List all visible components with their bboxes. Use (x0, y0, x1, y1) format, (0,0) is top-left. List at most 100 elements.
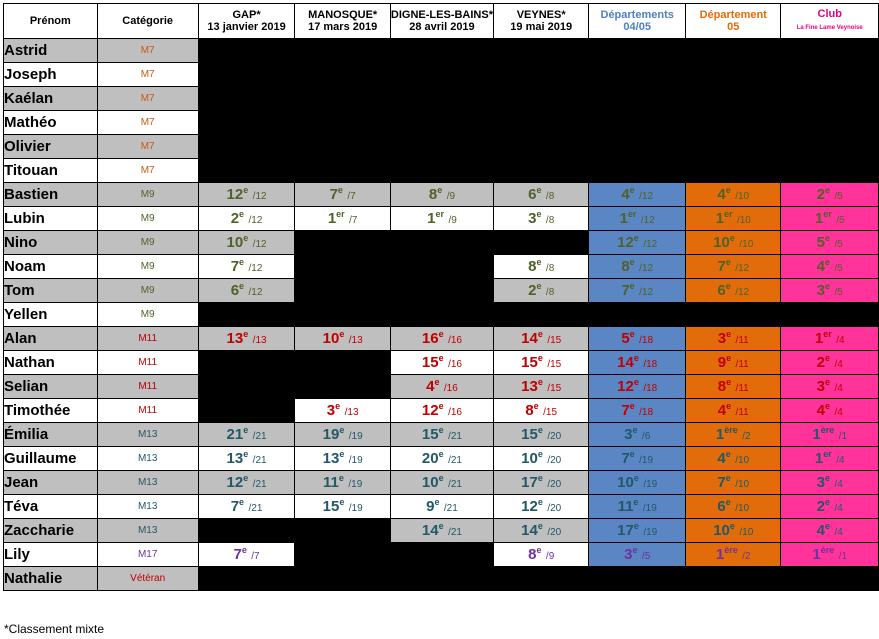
participant-total: /12 (639, 287, 654, 298)
rank-number: 3 (816, 282, 825, 299)
rank-number: 4 (717, 450, 726, 467)
no-result-cell (588, 302, 686, 327)
rank-number: 8 (528, 546, 537, 563)
rank-suffix: e (537, 497, 543, 507)
rank-suffix: e (434, 497, 440, 507)
participant-total: /6 (641, 431, 651, 442)
category-label: M7 (96, 110, 199, 135)
no-result-cell (684, 302, 782, 327)
result-cell: 14e /20 (492, 518, 590, 543)
no-result-cell (389, 158, 494, 183)
participant-total: /18 (639, 335, 654, 346)
result-cell: 10e /21 (389, 470, 494, 495)
participant-total: /10 (739, 239, 754, 250)
rank: 2e (528, 281, 541, 299)
participant-total: /11 (735, 407, 749, 418)
event-name: VEYNES* (516, 9, 566, 21)
category-label: M9 (96, 278, 199, 303)
table-row: Selian M11 4e /16 13e /15 12e /18 8e /11 3e /4 (3, 374, 879, 399)
rank-suffix: e (337, 185, 343, 195)
rank-number: 21 (226, 426, 244, 443)
participant-total: /13 (252, 335, 267, 346)
participant-total: /8 (545, 191, 555, 202)
rank: 4e (717, 449, 731, 467)
rank-number: 2 (816, 186, 825, 203)
rank: 7e (621, 281, 634, 299)
participant-total: /2 (742, 431, 751, 442)
rank-number: 1 (327, 210, 337, 227)
rank-suffix: e (338, 473, 344, 483)
result-cell: 19e /19 (294, 422, 391, 447)
rank: 4e (621, 185, 634, 203)
rank-suffix: e (633, 521, 639, 531)
no-result-cell (389, 302, 494, 327)
rank-number: 15 (322, 498, 340, 515)
rank-suffix: e (438, 521, 444, 531)
no-result-cell (389, 254, 494, 279)
participant-total: /8 (545, 287, 555, 298)
rank: 3e (528, 209, 541, 227)
rank: 12e (227, 473, 249, 491)
rank: 17e (617, 521, 639, 539)
header-row: Prénom Catégorie GAP* 13 janvier 2019 MAN… (3, 3, 879, 39)
rank: 15e (521, 353, 543, 371)
header-digne: DIGNE-LES-BAINS* 28 avril 2019 (389, 3, 494, 39)
no-result-cell (684, 38, 782, 63)
participant-total: /20 (547, 527, 562, 538)
header-departement-05: Département 05 (684, 3, 782, 39)
rank-number: 19 (322, 426, 340, 443)
no-result-cell (197, 398, 296, 423)
participant-total: /4 (836, 455, 845, 466)
participant-total: /19 (643, 527, 658, 538)
rank: 7e (330, 185, 343, 203)
rank-suffix: e (825, 353, 831, 363)
rank: 6e (717, 281, 730, 299)
rank: 4e (817, 521, 830, 539)
rank: 12e (617, 233, 639, 251)
rank-suffix: e (438, 353, 444, 363)
rank-suffix: e (339, 329, 345, 339)
rank-number: 12 (617, 234, 634, 251)
participant-total: /18 (643, 383, 658, 394)
rank-number: 10 (322, 330, 340, 347)
rank-suffix: e (725, 449, 731, 459)
result-cell: 1er /12 (588, 206, 686, 231)
category-label: M11 (96, 326, 199, 351)
result-cell: 13e /13 (197, 326, 296, 351)
rank-suffix: e (825, 377, 831, 387)
rank-number: 12 (421, 402, 439, 419)
table-row: Lily M17 7e /7 8e /9 3e /5 1ère /2 1ère /1 (3, 542, 879, 567)
rank-suffix: er (823, 329, 832, 339)
result-cell: 12e /12 (588, 230, 686, 255)
category-label: M9 (96, 230, 199, 255)
rank-number: 9 (717, 354, 727, 371)
rank: 9e (426, 497, 440, 515)
event-name: DIGNE-LES-BAINS* (390, 9, 493, 21)
rank-suffix: e (243, 233, 249, 243)
result-cell: 15e /16 (389, 350, 494, 375)
result-cell: 3e /11 (684, 326, 782, 351)
result-cell: 10e /10 (684, 518, 782, 543)
result-cell: 7e /18 (588, 398, 686, 423)
result-cell: 12e /16 (389, 398, 494, 423)
rank-suffix: e (825, 473, 831, 483)
rank-number: 14 (521, 522, 538, 539)
participant-total: /10 (735, 191, 750, 202)
category-label: M13 (96, 470, 199, 495)
rank-suffix: e (438, 449, 444, 459)
rank: 3e (817, 377, 831, 395)
rank: 7e (621, 449, 634, 467)
rank-number: 15 (521, 426, 538, 443)
athlete-name: Tom (3, 278, 98, 303)
no-result-cell (588, 38, 686, 63)
rank: 4e (718, 401, 731, 419)
no-result-cell (294, 566, 391, 591)
participant-total: /10 (739, 527, 754, 538)
rank-number: 7 (717, 258, 726, 275)
rank-number: 3 (326, 402, 336, 419)
result-cell: 11e /19 (294, 470, 391, 495)
rank: 8e (528, 545, 541, 563)
result-cell: 1ère /1 (780, 542, 879, 567)
category-label: M11 (96, 374, 199, 399)
result-cell: 1er /5 (780, 206, 879, 231)
